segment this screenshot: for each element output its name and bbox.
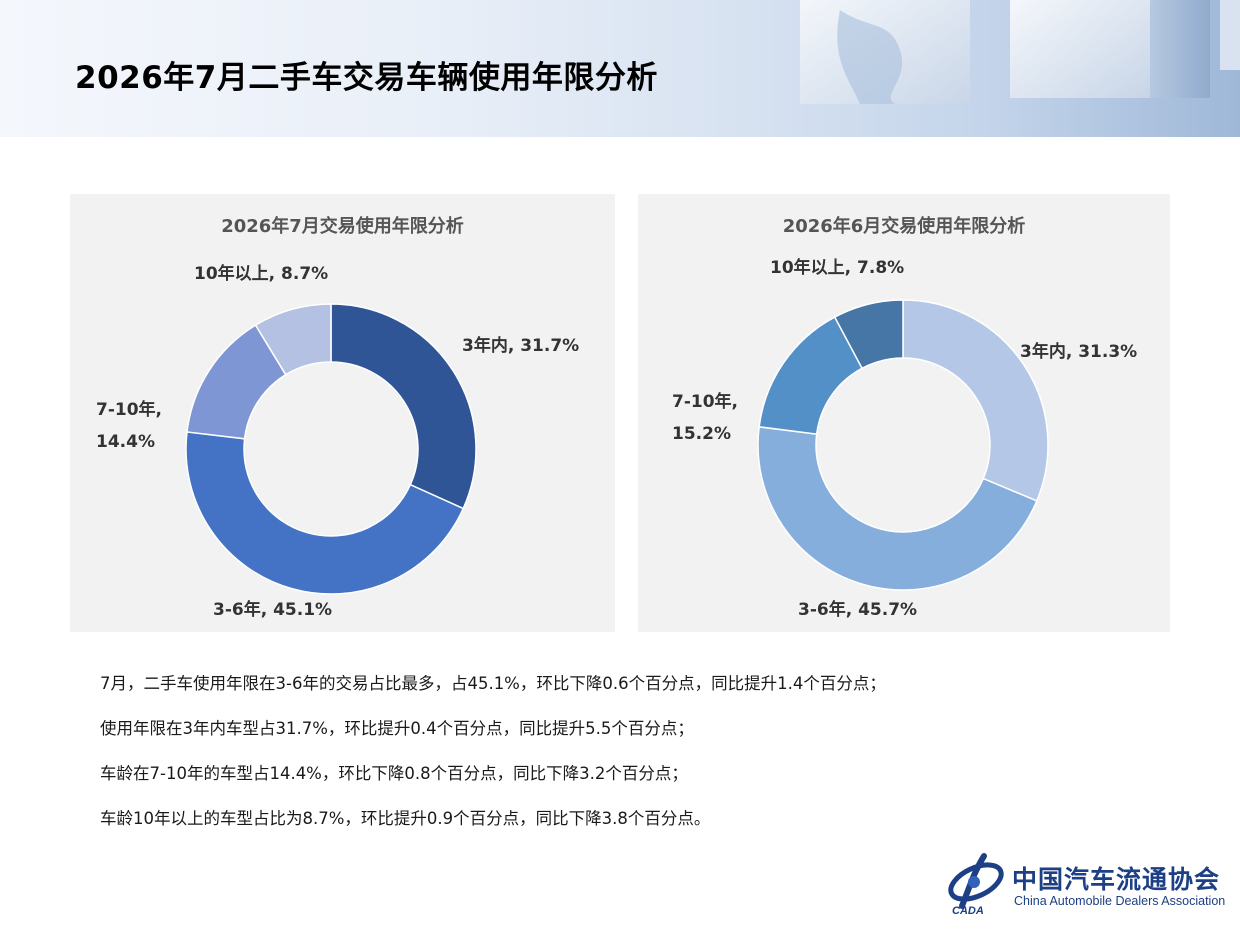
- donut-slice-1: [330, 303, 477, 510]
- slice-data-label: 7-10年, 15.2%: [672, 386, 738, 450]
- note-line: 使用年限在3年内车型占31.7%，环比提升0.4个百分点，同比提升5.5个百分点…: [100, 719, 694, 738]
- slice-data-label: 3-6年, 45.7%: [798, 594, 917, 626]
- slice-data-label: 3年内, 31.7%: [462, 330, 579, 362]
- slice-data-label-line: 7-10年,: [96, 400, 162, 420]
- header-band: [0, 0, 1240, 137]
- donut-slice-4: [254, 303, 332, 376]
- cada-logo-mark-icon: CADA: [948, 853, 1004, 916]
- logo-mark-text: CADA: [952, 905, 984, 916]
- slice-data-label-line: 3年内, 31.7%: [462, 336, 580, 356]
- slice-data-label-line: 3-6年, 45.1%: [213, 600, 333, 620]
- analysis-notes: 7月，二手车使用年限在3-6年的交易占比最多，占45.1%，环比下降0.6个百分…: [100, 668, 886, 848]
- slice-data-label-line: 14.4%: [96, 432, 155, 452]
- slice-data-label-line: 10年以上, 8.7%: [194, 264, 329, 284]
- donut-slice-2: [185, 431, 465, 595]
- donut-slice-4: [833, 299, 904, 370]
- logo-name-en: China Automobile Dealers Association: [1014, 894, 1226, 908]
- donut-chart-june: [757, 299, 1049, 591]
- note-line: 车龄在7-10年的车型占14.4%，环比下降0.8个百分点，同比下降3.2个百分…: [100, 764, 688, 783]
- slice-data-label: 10年以上, 7.8%: [770, 252, 904, 284]
- slice-data-label-line: 10年以上, 7.8%: [770, 258, 905, 278]
- chart-title-june: 2026年6月交易使用年限分析: [782, 216, 1026, 237]
- slice-data-label: 3-6年, 45.1%: [213, 594, 332, 626]
- slice-data-label: 10年以上, 8.7%: [194, 258, 328, 290]
- note-line: 车龄10年以上的车型占比为8.7%，环比提升0.9个百分点，同比下降3.8个百分…: [100, 809, 711, 828]
- slice-data-label-line: 3-6年, 45.7%: [798, 600, 918, 620]
- slice-data-label: 3年内, 31.3%: [1020, 336, 1137, 368]
- header-decoration-image: [800, 0, 1240, 104]
- slice-data-label: 7-10年, 14.4%: [96, 394, 162, 458]
- note-line: 7月，二手车使用年限在3-6年的交易占比最多，占45.1%，环比下降0.6个百分…: [100, 674, 886, 693]
- donut-chart-july: [185, 303, 477, 595]
- slice-data-label-line: 7-10年,: [672, 392, 738, 412]
- chart-panel-june: 2026年6月交易使用年限分析 3年内, 31.3% 3-6年, 45.7% 7-1…: [638, 194, 1170, 632]
- donut-slice-1: [902, 299, 1049, 502]
- chart-title-july: 2026年7月交易使用年限分析: [221, 216, 464, 237]
- cada-logo: CADA 中国汽车流通协会 China Automobile Dealers A…: [944, 852, 1234, 918]
- slice-data-label-line: 15.2%: [672, 424, 731, 444]
- donut-slice-2: [757, 425, 1038, 591]
- logo-name-cn: 中国汽车流通协会: [1012, 865, 1221, 894]
- page-title: 2026年7月二手车交易车辆使用年限分析: [75, 60, 658, 96]
- slice-data-label-line: 3年内, 31.3%: [1020, 342, 1138, 362]
- chart-panel-july: 2026年7月交易使用年限分析 3年内, 31.7% 3-6年, 45.1% 7-1…: [70, 194, 615, 632]
